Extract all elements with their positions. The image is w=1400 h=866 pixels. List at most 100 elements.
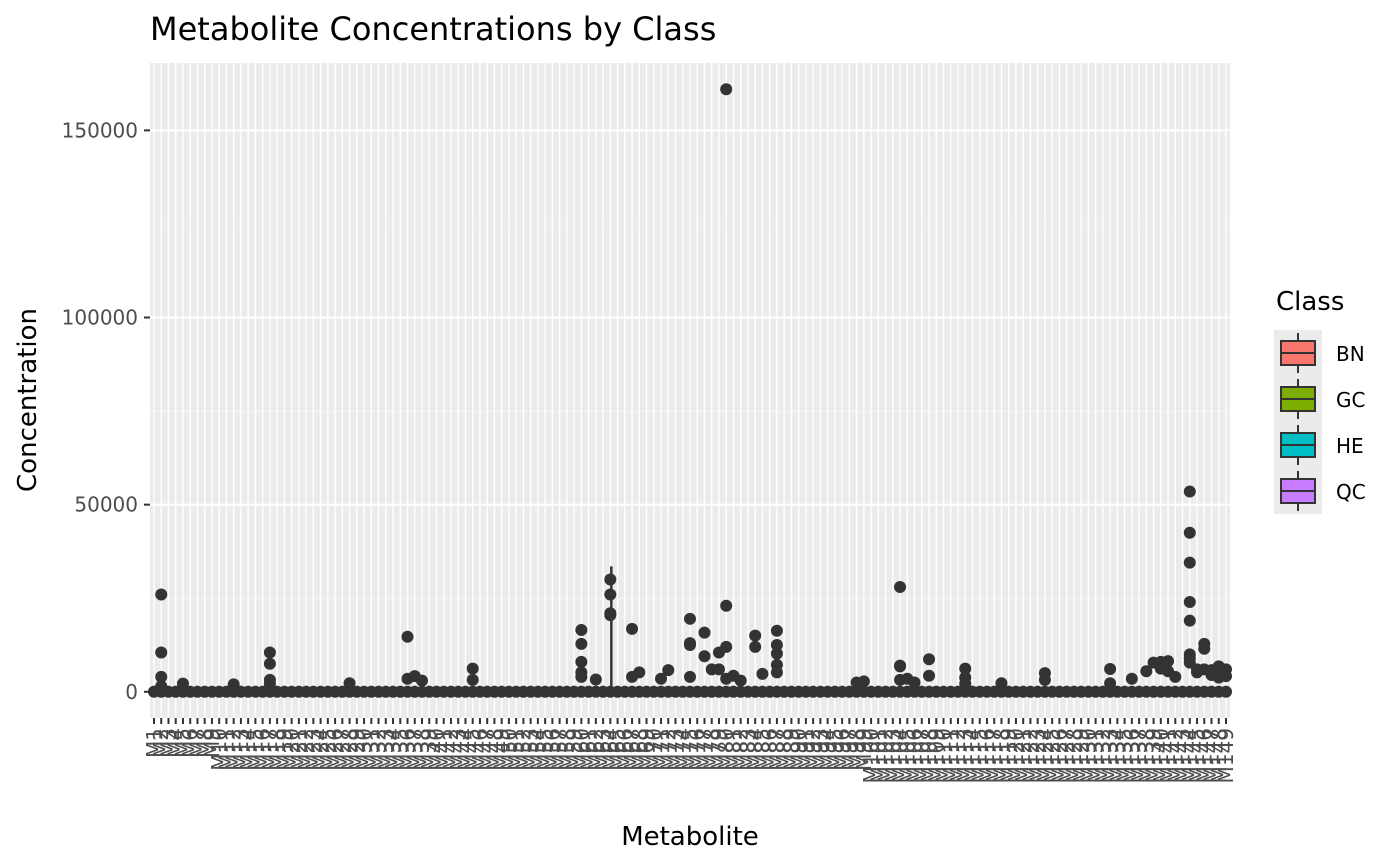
chart-title: Metabolite Concentrations by Class xyxy=(150,10,716,48)
outlier-point xyxy=(466,662,479,675)
x-tick-label: M138 xyxy=(1134,728,1158,783)
x-tick-label: M104 xyxy=(888,728,912,783)
x-tick-label: M3 xyxy=(156,728,180,758)
x-tick-label: M1 xyxy=(142,728,166,758)
x-tick-label: M100 xyxy=(859,728,883,783)
x-tick-label: M148 xyxy=(1207,728,1231,783)
outlier-point xyxy=(712,663,725,676)
x-tick-label: M114 xyxy=(960,728,984,783)
y-axis: 0 50000 100000 150000 xyxy=(62,118,150,704)
outlier-point xyxy=(604,573,617,586)
x-tick-label: M14 xyxy=(236,728,260,771)
x-tick-label: M41 xyxy=(432,728,456,771)
x-tick-label: M22 xyxy=(294,728,318,771)
outlier-point xyxy=(155,646,168,659)
x-tick-label: M146 xyxy=(1192,728,1216,783)
x-tick-label: M83 xyxy=(736,728,760,771)
x-tick-label: M55 xyxy=(533,728,557,771)
x-tick-label: M126 xyxy=(1047,728,1071,783)
x-tick-label: M149 xyxy=(1214,728,1238,783)
x-tick-label: M119 xyxy=(997,728,1021,783)
outlier-point xyxy=(1183,556,1196,569)
outlier-point xyxy=(604,609,617,622)
x-tick-label: M43 xyxy=(446,728,470,771)
x-tick-label: M94 xyxy=(816,728,840,771)
x-tick-label: M44 xyxy=(453,728,477,771)
x-tick-label: M117 xyxy=(982,728,1006,783)
x-tick-label: M21 xyxy=(287,728,311,771)
x-tick-label: M57 xyxy=(548,728,572,771)
x-tick-label: M113 xyxy=(953,728,977,783)
x-tick-label: M141 xyxy=(1156,728,1180,783)
x-tick-label: M54 xyxy=(526,728,550,771)
x-tick-label: M112 xyxy=(946,728,970,783)
x-tick-label: M77 xyxy=(692,728,716,771)
legend-label-qc: QC xyxy=(1336,480,1366,504)
outlier-point xyxy=(575,637,588,650)
outlier-point xyxy=(263,657,276,670)
outlier-point xyxy=(894,660,907,673)
outlier-point xyxy=(1104,662,1117,675)
outlier-point xyxy=(343,677,356,690)
x-tick-label: M107 xyxy=(910,728,934,783)
x-tick-label: M15 xyxy=(243,728,267,771)
x-tick-label: M16 xyxy=(251,728,275,771)
outlier-point xyxy=(756,667,769,680)
x-tick-label: M23 xyxy=(301,728,325,771)
x-tick-label: M98 xyxy=(845,728,869,771)
x-tick-label: M108 xyxy=(917,728,941,783)
x-tick-label: M125 xyxy=(1040,728,1064,783)
outlier-point xyxy=(633,666,646,679)
x-tick-label: M95 xyxy=(823,728,847,771)
outlier-point xyxy=(995,677,1008,690)
outlier-point xyxy=(770,666,783,679)
x-tick-label: M59 xyxy=(562,728,586,771)
legend-label-gc: GC xyxy=(1336,388,1365,412)
x-tick-label: M74 xyxy=(671,728,695,771)
x-tick-label: M136 xyxy=(1120,728,1144,783)
x-tick-label: M26 xyxy=(323,728,347,771)
outlier-point xyxy=(155,588,168,601)
x-tick-label: M34 xyxy=(381,728,405,771)
outlier-point xyxy=(1183,595,1196,608)
x-tick-label: M142 xyxy=(1163,728,1187,783)
x-tick-label: M45 xyxy=(461,728,485,771)
x-tick-label: M102 xyxy=(874,728,898,783)
x-tick-label: M66 xyxy=(613,728,637,771)
outlier-point xyxy=(749,640,762,653)
x-tick-label: M17 xyxy=(258,728,282,771)
x-tick-label: M91 xyxy=(794,728,818,771)
outlier-point xyxy=(263,677,276,690)
x-tick-label: M68 xyxy=(627,728,651,771)
x-tick-label: M109 xyxy=(924,728,948,783)
y-tick-label: 150000 xyxy=(62,118,138,142)
x-tick-label: M123 xyxy=(1026,728,1050,783)
x-tick-label: M97 xyxy=(837,728,861,771)
x-tick-label: M134 xyxy=(1105,728,1129,783)
x-tick-label: M135 xyxy=(1113,728,1137,783)
x-tick-label: M7 xyxy=(185,728,209,758)
outlier-point xyxy=(923,653,936,666)
x-tick-label: M62 xyxy=(584,728,608,771)
x-tick-label: M84 xyxy=(743,728,767,771)
x-tick-label: M78 xyxy=(700,728,724,771)
outlier-point xyxy=(908,676,921,689)
legend-title: Class xyxy=(1276,287,1344,317)
x-tick-label: M9 xyxy=(200,728,224,758)
x-tick-label: M137 xyxy=(1127,728,1151,783)
x-tick-label: M12 xyxy=(222,728,246,771)
x-tick-label: M28 xyxy=(338,728,362,771)
outlier-point xyxy=(416,674,428,687)
x-tick-label: M32 xyxy=(367,728,391,771)
x-tick-label: M61 xyxy=(577,728,601,771)
y-tick-label: 50000 xyxy=(74,493,138,517)
x-tick-label: M88 xyxy=(772,728,796,771)
x-tick-label: M79 xyxy=(707,728,731,771)
x-tick-label: M6 xyxy=(178,728,202,758)
x-tick-label: M56 xyxy=(540,728,564,771)
x-axis-title: Metabolite xyxy=(621,822,759,852)
outlier-point xyxy=(1125,672,1138,685)
x-tick-label: M130 xyxy=(1076,728,1100,783)
x-tick-label: M110 xyxy=(932,728,956,783)
